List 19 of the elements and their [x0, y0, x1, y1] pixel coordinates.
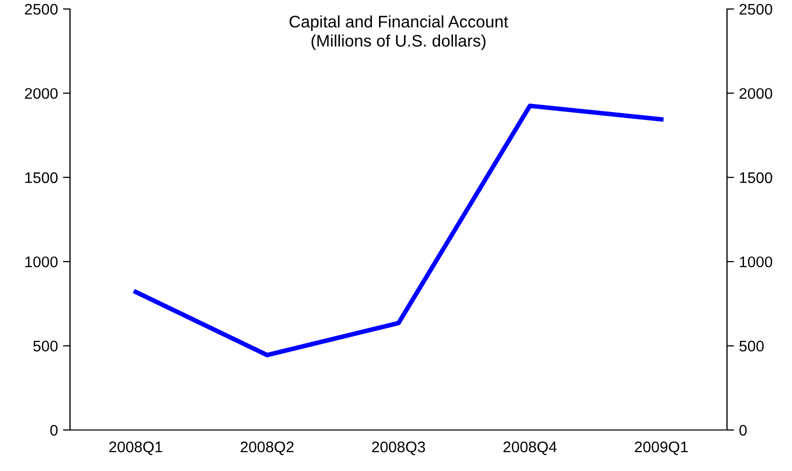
y2-tick-label: 2000 — [740, 88, 772, 99]
x-tick-label: 2008Q4 — [503, 442, 557, 456]
y-tick-label: 2000 — [24, 88, 58, 99]
line-series — [133, 104, 664, 358]
y2-tick-label: 0 — [739, 424, 747, 436]
y-tick-label: 1500 — [25, 172, 58, 184]
y2-tick-label: 1500 — [740, 172, 772, 184]
x-tick-label: 2008Q1 — [109, 442, 162, 456]
text: Capital and Financial Account (Millions of U.S. dollars) — [290, 15, 508, 50]
y-tick-label: 1000 — [25, 256, 58, 268]
y2-tick-label: 2500 — [740, 4, 772, 15]
x-tick-label: 2008Q3 — [372, 442, 426, 456]
y2-tick-label: 1000 — [740, 256, 772, 268]
y2-tick-label: 500 — [739, 340, 764, 352]
y-tick-label: 2500 — [24, 4, 58, 15]
x-tick-label: 2009Q1 — [634, 442, 688, 456]
y-tick-label: 0 — [50, 424, 58, 436]
x-tick-label: 2008Q2 — [240, 442, 294, 456]
y-tick-label: 500 — [33, 340, 58, 352]
